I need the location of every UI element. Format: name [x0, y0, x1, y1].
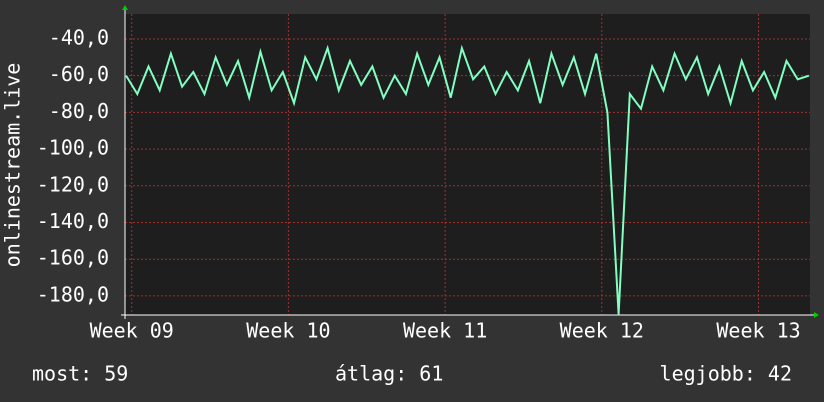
y-axis-label: onlinestream.live — [1, 63, 25, 268]
x-tick-label: Week 13 — [716, 319, 800, 343]
y-tick-label: -160,0 — [37, 246, 109, 270]
y-tick-label: -120,0 — [37, 172, 109, 196]
x-tick-label: Week 10 — [246, 319, 330, 343]
x-tick-label: Week 12 — [560, 319, 644, 343]
axis-arrow — [122, 5, 128, 10]
footer-current: most: 59 — [32, 362, 128, 386]
y-tick-label: -180,0 — [37, 282, 109, 306]
y-tick-label: -60,0 — [49, 62, 109, 86]
data-line — [125, 44, 810, 315]
y-tick-label: -140,0 — [37, 209, 109, 233]
x-tick-label: Week 09 — [90, 319, 174, 343]
y-tick-label: -80,0 — [49, 99, 109, 123]
axis-arrow — [814, 312, 819, 318]
y-tick-label: -100,0 — [37, 136, 109, 160]
footer-best: legjobb: 42 — [660, 362, 792, 386]
y-tick-label: -40,0 — [49, 25, 109, 49]
footer-average: átlag: 61 — [335, 362, 443, 386]
x-tick-label: Week 11 — [403, 319, 487, 343]
plot-area — [125, 14, 810, 315]
